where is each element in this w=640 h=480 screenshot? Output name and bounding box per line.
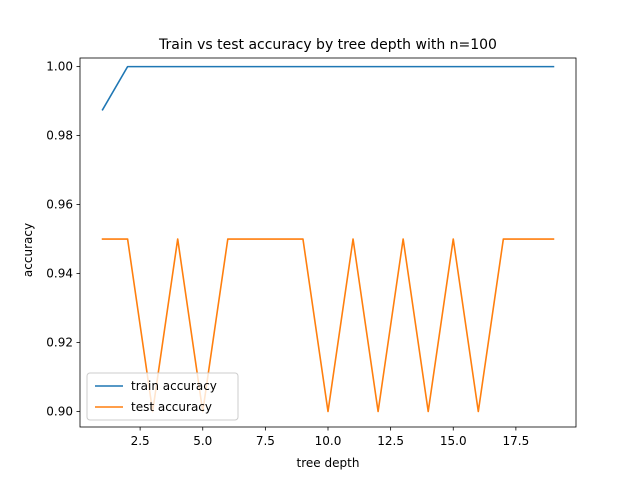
x-tick-label: 7.5	[256, 434, 275, 448]
series-line-0	[101, 65, 555, 111]
legend: train accuracy test accuracy	[86, 372, 239, 421]
legend-label-1: test accuracy	[131, 400, 212, 414]
legend-label-0: train accuracy	[131, 379, 217, 393]
x-tick-label: 15.0	[440, 434, 467, 448]
series-layer	[101, 65, 555, 413]
legend-box	[86, 372, 239, 421]
x-tick-label: 12.5	[377, 434, 404, 448]
y-tick-label: 0.94	[46, 267, 73, 281]
x-tick-label: 2.5	[131, 434, 150, 448]
series-line-1	[101, 238, 555, 413]
y-tick-label: 0.92	[46, 336, 73, 350]
x-tick-label: 5.0	[193, 434, 212, 448]
x-tick-label: 10.0	[315, 434, 342, 448]
x-axis-label: tree depth	[297, 456, 360, 470]
chart-title: Train vs test accuracy by tree depth wit…	[158, 37, 497, 53]
x-tick-label: 17.5	[503, 434, 530, 448]
y-tick-label: 0.96	[46, 198, 73, 212]
axes-layer: 2.5 5.0 7.5 10.0 12.5 15.0 17.5 0.90 0.92 0.94 0.9…	[46, 57, 577, 448]
y-axis-label: accuracy	[21, 223, 35, 277]
y-tick-label: 1.00	[46, 60, 73, 74]
y-tick-label: 0.90	[46, 404, 73, 418]
y-tick-label: 0.98	[46, 129, 73, 143]
